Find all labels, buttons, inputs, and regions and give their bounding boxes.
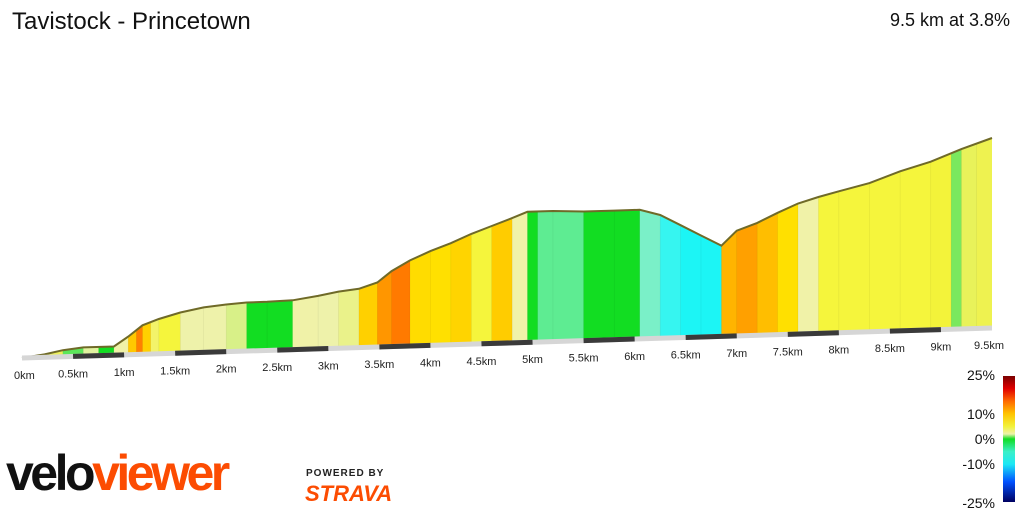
gradient-segment <box>757 138 779 338</box>
gradient-segment <box>798 138 819 336</box>
strava-logo: STRAVA <box>305 481 393 506</box>
x-tick-label: 5km <box>522 354 543 366</box>
x-tick-label: 9.5km <box>974 340 1004 352</box>
gradient-segment <box>430 138 452 348</box>
x-tick-label: 4km <box>420 357 441 369</box>
gradient-segment <box>98 138 115 358</box>
gradient-segment <box>614 138 641 342</box>
gradient-segment <box>318 138 340 351</box>
gradient-segment <box>338 138 360 351</box>
gradient-segment <box>246 138 268 354</box>
gradient-segment <box>736 138 758 338</box>
gradient-segment <box>358 138 378 350</box>
baseline-dash <box>379 342 431 350</box>
x-tick-label: 2.5km <box>262 362 292 374</box>
legend-label: 0% <box>975 431 995 447</box>
baseline-dash <box>481 339 533 347</box>
baseline-dash <box>72 352 125 359</box>
gradient-segment <box>583 138 615 343</box>
baseline-dash <box>175 349 227 356</box>
baseline-dash <box>277 346 329 353</box>
gradient-segment <box>869 138 901 334</box>
x-tick-label: 0.5km <box>58 368 88 380</box>
baseline-dash <box>787 330 839 337</box>
gradient-segment <box>701 138 722 339</box>
baseline-dash <box>583 336 635 344</box>
x-tick-label: 7.5km <box>773 346 803 358</box>
logo-text-velo: velo <box>6 445 96 501</box>
x-tick-label: 3.5km <box>364 359 394 371</box>
x-tick-label: 1.5km <box>160 365 190 377</box>
gradient-segment <box>491 138 513 346</box>
gradient-segment <box>128 138 137 357</box>
gradient-segment <box>136 138 143 357</box>
gradient-segment <box>721 138 738 339</box>
gradient-segment <box>660 138 682 341</box>
gradient-segment <box>180 138 205 356</box>
gradient-segment <box>450 138 472 347</box>
gradient-segment <box>537 138 554 345</box>
gradient-segment <box>22 138 45 358</box>
gradient-segment <box>512 138 528 345</box>
gradient-segment <box>203 138 227 355</box>
gradient-segment <box>552 138 585 344</box>
legend-label: -25% <box>962 495 995 511</box>
route-summary: 9.5 km at 3.8% <box>889 10 1010 30</box>
gradient-segment <box>639 138 661 341</box>
gradient-segment <box>527 138 539 345</box>
gradient-segment <box>838 138 870 335</box>
gradient-segment <box>680 138 702 340</box>
elevation-profile-chart: 0km 0.5km 1km 1.5km 2km 2.5km 3km 3.5km 4km 4.5km… <box>14 137 1004 382</box>
gradient-segment <box>471 138 493 347</box>
gradient-segment <box>777 138 799 337</box>
powered-by-label: POWERED BY <box>306 468 385 479</box>
gradient-segment <box>951 138 962 332</box>
x-tick-label: 5.5km <box>569 353 599 365</box>
x-tick-label: 6.5km <box>671 349 701 361</box>
baseline-dash <box>889 327 942 334</box>
gradient-segment <box>142 138 152 357</box>
x-tick-label: 6km <box>624 351 645 363</box>
gradient-segment <box>158 138 181 356</box>
x-tick-label: 0km <box>14 370 35 382</box>
gradient-segment <box>391 138 411 349</box>
x-tick-label: 8km <box>828 345 849 357</box>
legend-label: -10% <box>962 456 995 472</box>
gradient-segment <box>976 138 992 331</box>
x-tick-label: 7km <box>726 348 747 360</box>
x-tick-label: 8.5km <box>875 343 905 355</box>
page-title: Tavistock - Princetown <box>12 8 251 35</box>
gradient-segment <box>961 138 978 331</box>
gradient-segment <box>226 138 248 354</box>
x-tick-label: 2km <box>216 364 237 376</box>
baseline-dash <box>685 333 737 340</box>
gradient-segment <box>818 138 840 336</box>
veloviewer-logo: veloviewer <box>6 445 230 501</box>
gradient-segment <box>44 138 64 358</box>
gradient-segment <box>62 138 84 358</box>
x-tick-label: 1km <box>114 367 135 379</box>
x-tick-label: 3km <box>318 361 339 373</box>
legend-label: 10% <box>967 406 995 422</box>
gradient-segment <box>410 138 431 348</box>
gradient-segment <box>113 138 129 358</box>
gradient-segment <box>930 138 952 332</box>
gradient-segment <box>83 138 100 358</box>
x-tick-label: 9km <box>931 342 952 354</box>
gradient-segment <box>377 138 393 350</box>
profile-outline <box>21 137 993 359</box>
logo-text-viewer: viewer <box>92 445 230 501</box>
x-tick-label: 4.5km <box>466 356 496 368</box>
gradient-segment <box>150 138 160 357</box>
